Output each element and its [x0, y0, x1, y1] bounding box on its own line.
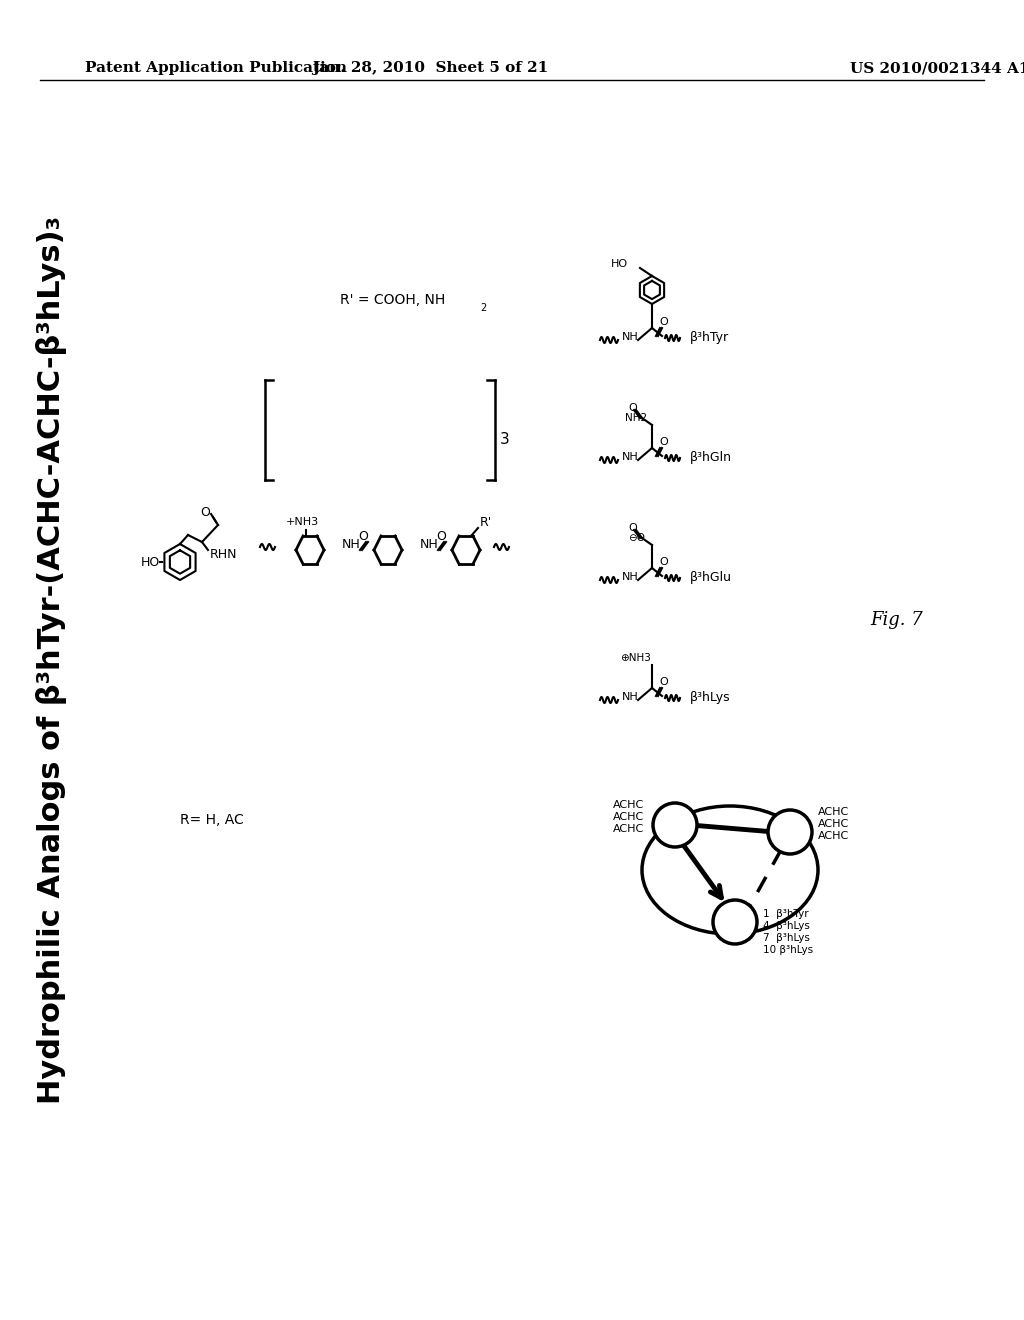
- Text: Jan. 28, 2010  Sheet 5 of 21: Jan. 28, 2010 Sheet 5 of 21: [312, 61, 548, 75]
- Text: ACHC: ACHC: [818, 818, 849, 829]
- Text: O: O: [358, 529, 368, 543]
- Text: R' = COOH, NH: R' = COOH, NH: [340, 293, 445, 308]
- Text: NH: NH: [622, 451, 639, 462]
- Text: NH2: NH2: [625, 413, 647, 422]
- Text: 10 β³hLys: 10 β³hLys: [763, 945, 813, 954]
- Text: β³hGln: β³hGln: [690, 450, 732, 463]
- Text: +NH3: +NH3: [286, 517, 318, 527]
- Text: 1  β³hTyr: 1 β³hTyr: [763, 909, 809, 919]
- Text: β³hTyr: β³hTyr: [690, 330, 729, 343]
- Text: 7  β³hLys: 7 β³hLys: [763, 933, 810, 942]
- Text: 3: 3: [500, 433, 510, 447]
- Text: 2: 2: [480, 304, 486, 313]
- Text: ACHC: ACHC: [613, 824, 644, 834]
- Text: O: O: [659, 677, 669, 686]
- Text: Patent Application Publication: Patent Application Publication: [85, 61, 347, 75]
- Text: ACHC: ACHC: [818, 807, 849, 817]
- Text: O: O: [628, 523, 637, 533]
- Text: NH: NH: [622, 572, 639, 582]
- Text: Hydrophilic Analogs of β³hTyr-(​ACHC-ACHC-β³hLys)₃: Hydrophilic Analogs of β³hTyr-(​ACHC-ACH…: [37, 216, 68, 1104]
- Circle shape: [768, 810, 812, 854]
- Text: RHN: RHN: [210, 549, 238, 561]
- Text: β³hGlu: β³hGlu: [690, 570, 732, 583]
- Text: Fig. 7: Fig. 7: [870, 611, 923, 630]
- Text: ACHC: ACHC: [613, 812, 644, 822]
- Text: O: O: [659, 557, 669, 568]
- Text: NH: NH: [342, 539, 360, 552]
- Text: HO: HO: [611, 259, 628, 269]
- Text: NH: NH: [420, 539, 438, 552]
- Text: ⊖O: ⊖O: [628, 533, 645, 543]
- Text: O: O: [436, 529, 445, 543]
- Text: R= H, AC: R= H, AC: [180, 813, 244, 828]
- Text: 4  β³hLys: 4 β³hLys: [763, 921, 810, 931]
- Text: R': R': [480, 516, 493, 528]
- Circle shape: [713, 900, 757, 944]
- Text: β³hLys: β³hLys: [690, 690, 731, 704]
- Text: ACHC: ACHC: [818, 832, 849, 841]
- Text: US 2010/0021344 A1: US 2010/0021344 A1: [850, 61, 1024, 75]
- Text: NH: NH: [622, 333, 639, 342]
- Text: NH: NH: [622, 692, 639, 702]
- Text: O: O: [200, 506, 210, 519]
- Text: ⊕NH3: ⊕NH3: [620, 653, 650, 663]
- Text: ACHC: ACHC: [613, 800, 644, 810]
- Text: HO: HO: [140, 556, 160, 569]
- Text: O: O: [659, 317, 669, 327]
- Circle shape: [653, 803, 697, 847]
- Text: O: O: [628, 403, 637, 413]
- Text: O: O: [659, 437, 669, 447]
